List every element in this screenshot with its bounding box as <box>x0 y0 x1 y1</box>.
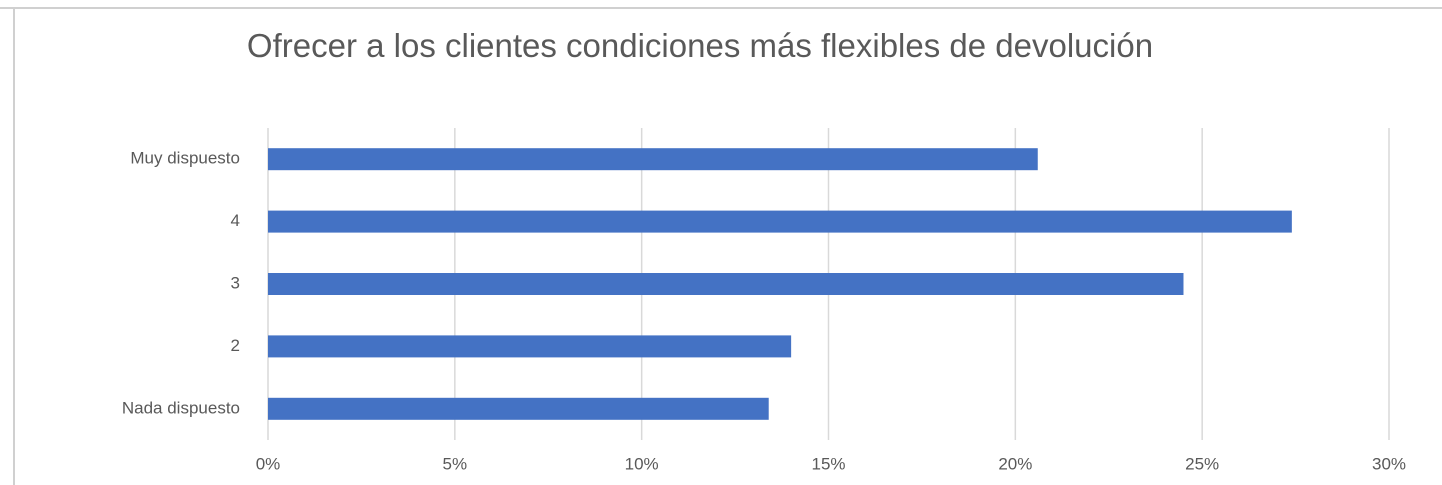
x-tick-label: 20% <box>998 454 1032 473</box>
x-tick-label: 15% <box>811 454 845 473</box>
bar <box>268 273 1184 295</box>
x-tick-label: 10% <box>625 454 659 473</box>
x-tick-label: 25% <box>1185 454 1219 473</box>
bar <box>268 335 792 358</box>
y-tick-label: 3 <box>231 273 240 292</box>
x-tick-label: 5% <box>443 454 468 473</box>
bar <box>268 148 1038 171</box>
bar <box>268 397 769 420</box>
bar <box>268 210 1292 233</box>
y-tick-label: 2 <box>231 336 240 355</box>
y-tick-label: Muy dispuesto <box>130 149 240 168</box>
x-tick-label: 0% <box>256 454 281 473</box>
y-tick-label: Nada dispuesto <box>122 398 240 417</box>
y-tick-label: 4 <box>231 211 240 230</box>
chart-title: Ofrecer a los clientes condiciones más f… <box>246 27 1154 64</box>
x-tick-label: 30% <box>1372 454 1406 473</box>
